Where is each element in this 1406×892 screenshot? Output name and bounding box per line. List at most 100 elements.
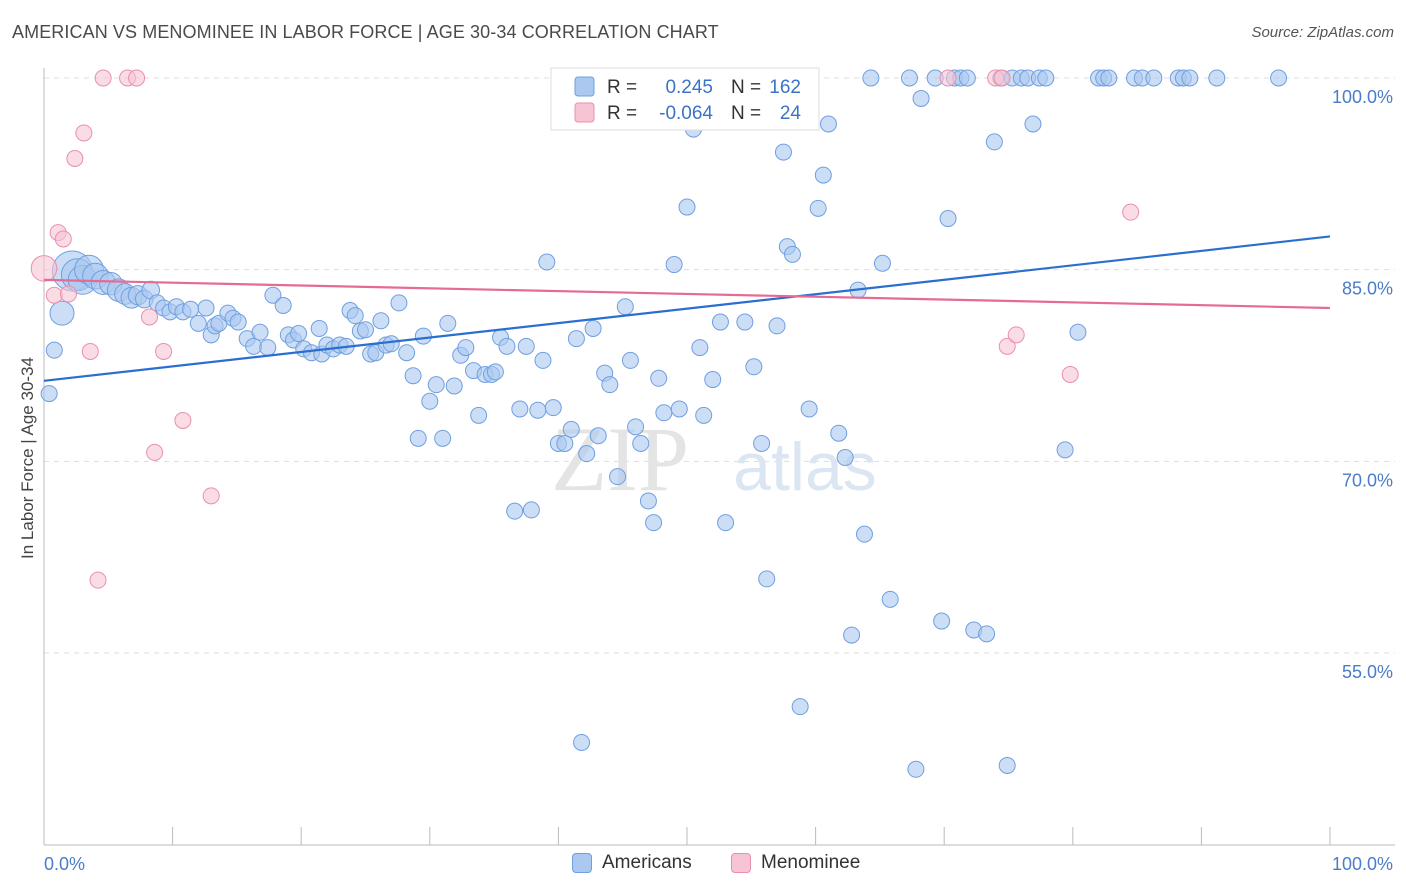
americans-trend-line: [43, 235, 1331, 382]
n-value-menominee: 24: [780, 103, 802, 124]
legend-label-americans: Americans: [602, 852, 692, 873]
menominee-point: [45, 286, 63, 304]
americans-point: [511, 400, 529, 418]
menominee-point: [998, 337, 1016, 355]
menominee-point: [939, 69, 957, 87]
americans-point: [814, 166, 832, 184]
americans-point: [998, 756, 1016, 774]
x-tick-label-max: 100.0%: [1332, 854, 1393, 874]
americans-point: [1069, 323, 1087, 341]
americans-point: [791, 698, 809, 716]
zipatlas-watermark: ZIP atlas: [551, 408, 877, 510]
americans-point: [522, 501, 540, 519]
n-value-americans: 162: [769, 77, 801, 98]
americans-point: [1100, 69, 1118, 87]
americans-points: [40, 69, 1288, 778]
americans-point: [274, 296, 292, 314]
legend-item-americans[interactable]: Americans: [572, 852, 692, 874]
americans-point: [855, 525, 873, 543]
americans-point: [486, 363, 504, 381]
americans-point: [843, 626, 861, 644]
menominee-point: [94, 69, 112, 87]
americans-point: [573, 733, 591, 751]
menominee-points: [30, 69, 1140, 589]
americans-point: [562, 420, 580, 438]
n-label-menominee: N =: [731, 103, 761, 124]
menominee-point: [75, 124, 93, 142]
americans-point: [873, 254, 891, 272]
americans-point: [445, 377, 463, 395]
americans-point: [616, 298, 634, 316]
americans-point: [717, 514, 735, 532]
americans-point: [409, 429, 427, 447]
menominee-point: [1122, 203, 1140, 221]
americans-point: [1208, 69, 1226, 87]
trend-lines: [43, 235, 1331, 382]
americans-point: [229, 313, 247, 331]
americans-point: [534, 351, 552, 369]
americans-point: [529, 401, 547, 419]
menominee-point: [59, 285, 77, 303]
legend-label-menominee: Menominee: [761, 852, 861, 873]
menominee-point: [81, 342, 99, 360]
americans-point: [310, 319, 328, 337]
n-label-americans: N =: [731, 77, 761, 98]
menominee-point: [202, 487, 220, 505]
americans-point: [567, 330, 585, 348]
americans-point: [589, 427, 607, 445]
americans-point: [290, 325, 308, 343]
menominee-point: [146, 443, 164, 461]
americans-point: [357, 321, 374, 339]
americans-point: [1181, 69, 1199, 87]
americans-swatch: [572, 853, 592, 873]
americans-point: [862, 69, 880, 87]
americans-point: [639, 492, 657, 510]
r-value-americans: 0.245: [665, 77, 713, 98]
americans-point: [538, 253, 556, 271]
americans-point: [768, 317, 786, 335]
x-tick-labels: 0.0% 100.0%: [44, 854, 1393, 874]
menominee-point: [66, 150, 84, 167]
r-label-menominee: R =: [607, 103, 637, 124]
axes: [43, 68, 1395, 846]
americans-point: [783, 245, 801, 263]
americans-point: [372, 312, 390, 330]
americans-point: [189, 314, 207, 332]
americans-point: [404, 367, 422, 385]
americans-point: [434, 429, 452, 447]
americans-point: [933, 612, 951, 630]
menominee-legend-swatch: [574, 102, 595, 123]
americans-point: [745, 358, 763, 376]
americans-point: [414, 327, 432, 345]
americans-point: [819, 115, 837, 133]
americans-point: [421, 392, 439, 410]
americans-point: [711, 313, 729, 331]
americans-point: [632, 434, 650, 452]
y-axis-label: In Labor Force | Age 30-34: [18, 357, 37, 559]
americans-point: [695, 406, 713, 424]
americans-point: [670, 400, 688, 418]
americans-legend-swatch: [574, 76, 595, 97]
americans-point: [40, 385, 58, 403]
americans-point: [398, 344, 416, 362]
americans-point: [544, 399, 562, 417]
americans-point: [182, 300, 200, 318]
americans-point: [650, 369, 668, 387]
americans-point: [346, 307, 364, 325]
americans-point: [655, 404, 673, 422]
menominee-trend-line: [43, 278, 1331, 310]
americans-point: [506, 502, 524, 520]
americans-point: [197, 299, 215, 317]
y-tick-labels: 55.0% 70.0% 85.0% 100.0%: [1332, 87, 1393, 682]
americans-point: [390, 294, 408, 312]
americans-point: [678, 198, 696, 216]
americans-point: [1145, 69, 1163, 87]
americans-point: [601, 376, 619, 394]
americans-point: [900, 69, 918, 87]
y-tick-label: 55.0%: [1342, 662, 1393, 682]
chart-title: AMERICAN VS MENOMINEE IN LABOR FORCE | A…: [12, 22, 719, 42]
legend-item-menominee[interactable]: Menominee: [731, 852, 860, 874]
americans-point: [736, 313, 754, 331]
menominee-point: [993, 69, 1011, 87]
